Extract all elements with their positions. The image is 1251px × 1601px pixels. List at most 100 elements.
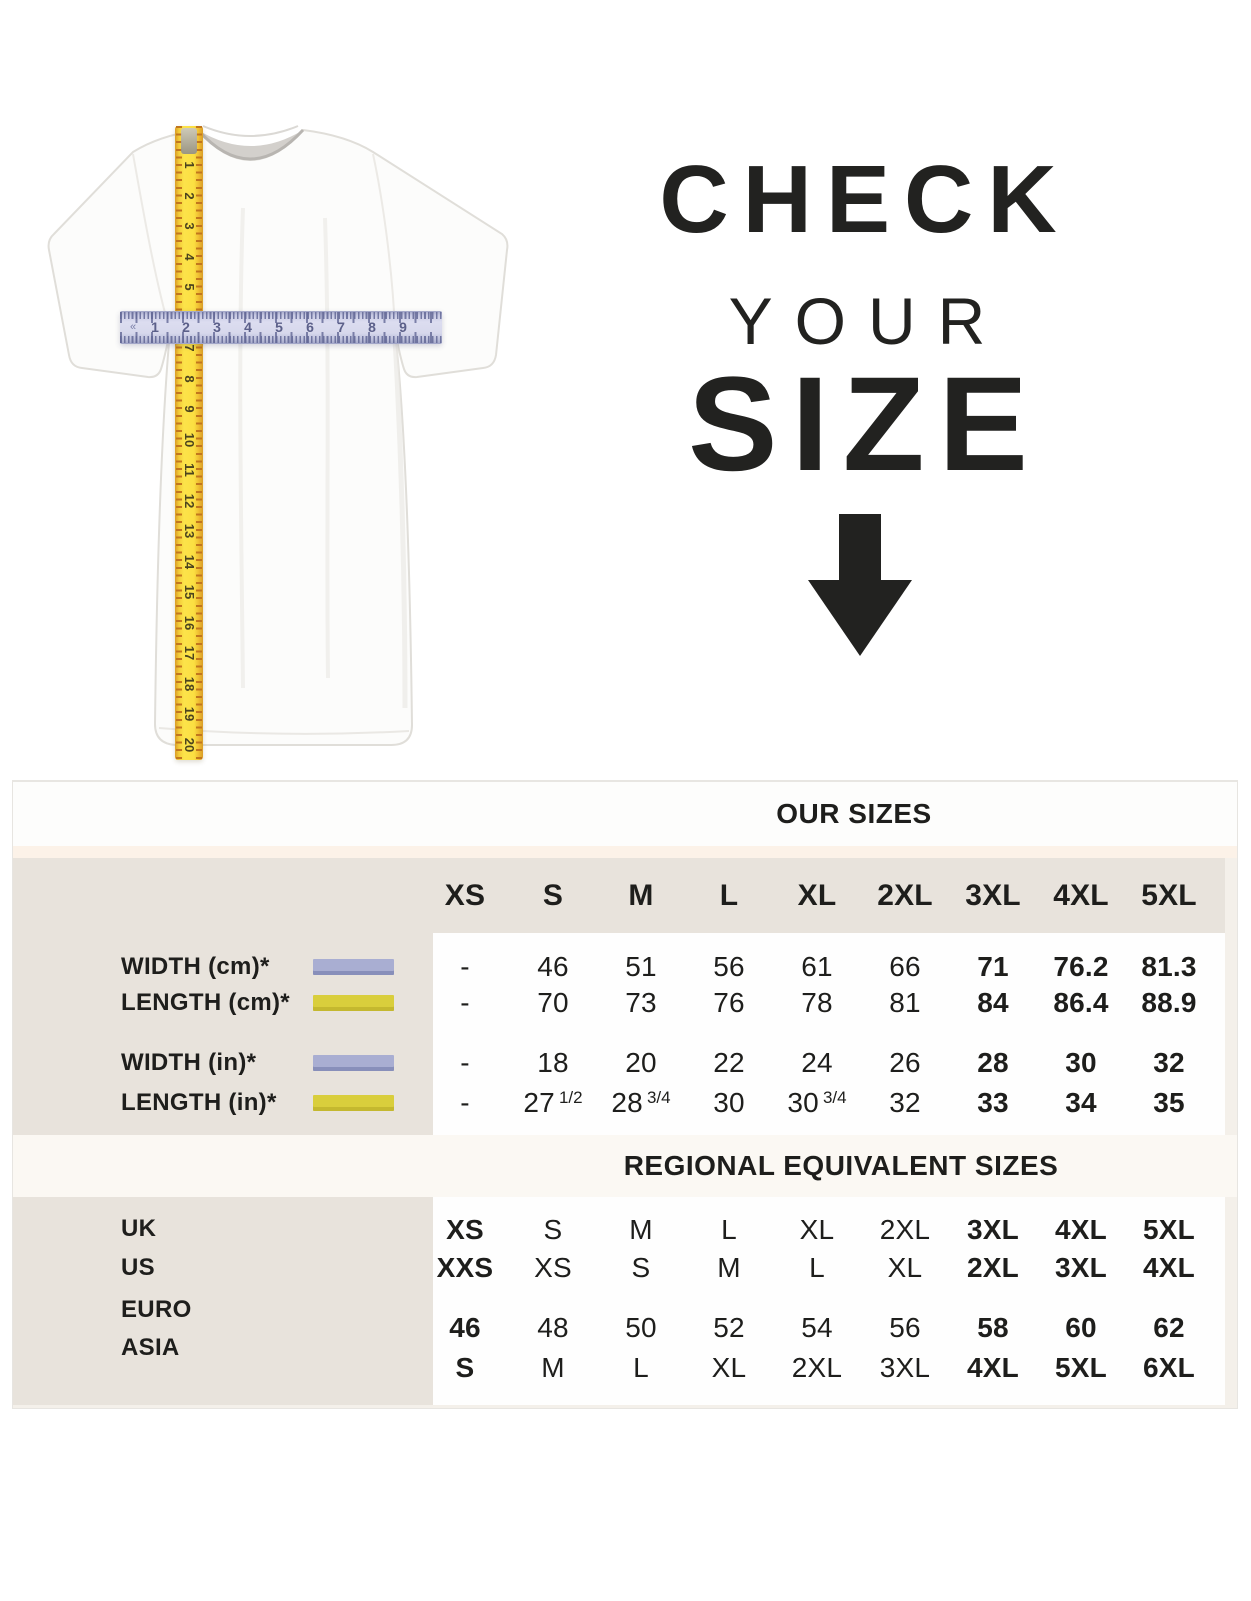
tape-number: 14: [182, 554, 197, 569]
size-cell: L: [721, 1214, 737, 1245]
size-column-header: 5XL: [1141, 878, 1197, 912]
tape-number: 4: [182, 252, 197, 261]
tshirt-photo: [47, 125, 509, 746]
size-cell: 30 3/4: [787, 1087, 847, 1118]
headline-size: SIZE: [688, 350, 1042, 499]
measurement-label: LENGTH (in)*: [121, 1089, 277, 1116]
regional-panel: [433, 1197, 1225, 1405]
size-cell: 71: [977, 951, 1009, 982]
hero-section: 1234567891011121314151617181920 « 123456…: [0, 0, 1251, 780]
size-cell: S: [455, 1352, 475, 1383]
size-column-header: 2XL: [877, 878, 933, 912]
size-cell: 86.4: [1053, 987, 1109, 1018]
tape-number: 3: [182, 222, 197, 230]
ruler-number: 7: [337, 319, 345, 335]
tape-number: 5: [182, 283, 197, 291]
ruler-end-mark: «: [130, 321, 137, 333]
region-label: EURO: [121, 1296, 192, 1323]
size-cell: 30: [713, 1087, 745, 1118]
measurement-values-row: - 46 51 56 61 66 71 76.2 81.3: [421, 949, 1213, 985]
horizontal-ruler: « 1 2 3 4 5 6 7 8 9: [120, 311, 442, 344]
regional-values-row: XXS XS S M L XL 2XL 3XL 4XL: [421, 1250, 1213, 1286]
ruler-number: 3: [213, 319, 221, 335]
size-column-header: L: [719, 878, 739, 912]
tape-number: 11: [182, 463, 197, 477]
measurement-values-row: - 18 20 22 24 26 28 30 32: [421, 1045, 1213, 1081]
size-cell: 76.2: [1053, 951, 1109, 982]
size-cell: XXS: [436, 1252, 494, 1283]
size-cell: -: [460, 1087, 470, 1118]
tape-number: 13: [182, 523, 197, 539]
region-label: US: [121, 1254, 155, 1281]
measurement-label-row: LENGTH (in)*: [13, 1085, 433, 1121]
our-sizes-band: OUR SIZES: [13, 782, 1237, 846]
tape-metal-clip: [181, 128, 197, 154]
tape-number: 17: [182, 645, 197, 661]
measurement-label-row: WIDTH (cm)*: [13, 949, 433, 985]
size-cell: 84: [977, 987, 1009, 1018]
size-cell: 66: [889, 951, 921, 982]
size-cell: 32: [1153, 1047, 1185, 1078]
size-column-header: 4XL: [1053, 878, 1109, 912]
purple-swatch-icon: [313, 1055, 394, 1071]
ruler-number: 1: [151, 319, 159, 335]
size-cell: 5XL: [1143, 1214, 1195, 1245]
size-cell: 24: [801, 1047, 833, 1078]
size-cell: 46: [537, 951, 569, 982]
tape-number: 2: [182, 191, 197, 200]
size-cell: 27 1/2: [523, 1087, 583, 1118]
down-arrow-stem: [839, 514, 881, 582]
tape-number: 18: [182, 676, 197, 691]
size-cell: 28 3/4: [611, 1087, 671, 1118]
headline-your: YOUR: [728, 284, 1008, 358]
size-cell: M: [541, 1352, 565, 1383]
size-cell: 88.9: [1141, 987, 1197, 1018]
size-cell: 34: [1065, 1087, 1097, 1118]
size-cell: 76: [713, 987, 745, 1018]
fraction-superscript: 1/2: [558, 1088, 583, 1107]
measurement-label: LENGTH (cm)*: [121, 989, 290, 1016]
measurement-values-row: - 70 73 76 78 81 84 86.4 88.9: [421, 985, 1213, 1021]
yellow-swatch-icon: [313, 1095, 394, 1111]
measurement-label: WIDTH (cm)*: [121, 953, 270, 980]
tape-number: 15: [182, 584, 197, 600]
size-cell: 56: [889, 1312, 921, 1343]
tape-number: 10: [182, 432, 197, 447]
size-column-header: S: [542, 878, 564, 912]
ruler-tick-marks: [120, 312, 442, 323]
size-cell: XL: [887, 1252, 923, 1283]
measurement-label-row: LENGTH (cm)*: [13, 985, 433, 1021]
region-label: ASIA: [121, 1334, 180, 1361]
size-cell: 73: [625, 987, 657, 1018]
tape-number: 12: [182, 493, 197, 508]
yellow-swatch-icon: [313, 995, 394, 1011]
size-cell: XL: [799, 1214, 835, 1245]
size-cell: 20: [625, 1047, 657, 1078]
measurements-panel: [433, 933, 1225, 1135]
size-cell: 3XL: [879, 1352, 931, 1383]
fraction-superscript: 3/4: [646, 1088, 671, 1107]
size-cell: XS: [446, 1214, 484, 1245]
size-cell: 52: [713, 1312, 745, 1343]
size-cell: 4XL: [1055, 1214, 1107, 1245]
tape-number: 9: [182, 405, 197, 413]
size-cell: 4XL: [967, 1352, 1019, 1383]
size-cell: 78: [801, 987, 833, 1018]
size-cell: 2XL: [879, 1214, 931, 1245]
size-cell: 70: [537, 987, 569, 1018]
tape-number: 20: [182, 737, 197, 752]
our-sizes-title: OUR SIZES: [776, 798, 932, 829]
size-cell: 61: [801, 951, 833, 982]
size-cell: 28: [977, 1047, 1009, 1078]
ruler-number: 5: [275, 319, 283, 335]
size-cell: 33: [977, 1087, 1009, 1118]
ruler-number: 9: [399, 319, 407, 335]
size-column-header: M: [628, 878, 654, 912]
ruler-number: 8: [368, 319, 376, 335]
measurement-values-row: - 27 1/2 28 3/4 30 30 3/4 32 33 34 35: [421, 1085, 1213, 1121]
size-cell: 32: [889, 1087, 921, 1118]
tape-number: 16: [182, 615, 197, 630]
size-cell: -: [460, 1047, 470, 1078]
measurement-label-row: WIDTH (in)*: [13, 1045, 433, 1081]
